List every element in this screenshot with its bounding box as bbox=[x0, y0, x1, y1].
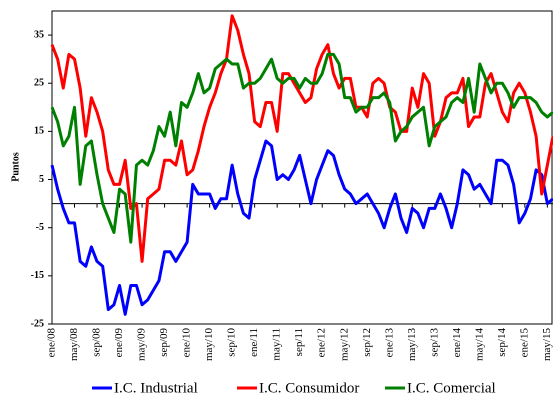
x-tick-label: sep/10 bbox=[226, 328, 238, 357]
x-tick-label: may/10 bbox=[203, 328, 215, 361]
x-tick-label: sep/13 bbox=[428, 328, 440, 357]
legend-label: I.C. Consumidor bbox=[259, 380, 359, 396]
x-tick-label: sep/14 bbox=[496, 328, 508, 357]
legend-label: I.C. Industrial bbox=[114, 380, 198, 396]
x-tick-label: ene/14 bbox=[451, 328, 463, 358]
y-axis-label: Puntos bbox=[10, 152, 21, 182]
x-tick-label: may/14 bbox=[473, 328, 485, 361]
x-tick-label: ene/09 bbox=[113, 328, 125, 358]
x-tick-label: sep/08 bbox=[91, 328, 103, 357]
y-tick-label: -15 bbox=[31, 270, 44, 281]
y-tick-label: 15 bbox=[34, 126, 44, 137]
x-tick-label: sep/11 bbox=[293, 328, 305, 356]
x-tick-label: ene/13 bbox=[383, 328, 395, 358]
x-tick-label: may/08 bbox=[68, 328, 80, 361]
x-tick-label: ene/15 bbox=[518, 328, 530, 358]
series-line bbox=[50, 14, 553, 263]
x-tick-label: may/09 bbox=[136, 328, 148, 361]
legend-label: I.C. Comercial bbox=[407, 380, 496, 396]
x-tick-label: ene/11 bbox=[248, 328, 260, 357]
y-tick-label: 5 bbox=[39, 174, 44, 185]
series-line bbox=[50, 52, 553, 244]
x-tick-label: may/11 bbox=[271, 328, 283, 361]
series-line bbox=[50, 139, 553, 316]
x-tick-label: ene/12 bbox=[316, 328, 328, 357]
x-tick-label: may/12 bbox=[338, 328, 350, 361]
x-tick-label: may/13 bbox=[406, 328, 418, 361]
x-tick-label: ene/08 bbox=[46, 328, 58, 358]
x-tick-label: sep/12 bbox=[361, 328, 373, 357]
y-tick-label: 35 bbox=[34, 29, 44, 40]
x-tick-label: ene/10 bbox=[181, 328, 193, 358]
x-tick-label: sep/09 bbox=[158, 328, 170, 357]
y-tick-label: -5 bbox=[36, 222, 44, 233]
y-tick-label: -25 bbox=[31, 318, 44, 329]
y-tick-label: 25 bbox=[34, 78, 44, 89]
x-tick-label: may/15 bbox=[541, 328, 553, 361]
